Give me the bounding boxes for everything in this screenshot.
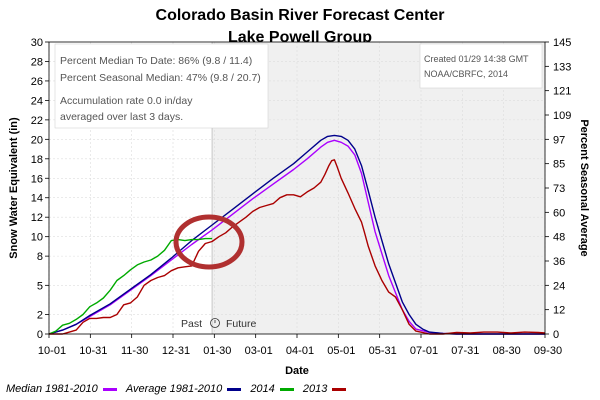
y2-tick-label: 48 <box>553 232 565 244</box>
info-median-to-date: Percent Median To Date: 86% (9.8 / 11.4) <box>60 55 252 67</box>
y-tick-label: 14 <box>31 193 43 205</box>
x-axis-label: Date <box>285 365 309 377</box>
clock-icon <box>210 318 220 328</box>
y2-tick-label: 0 <box>553 329 559 341</box>
x-tick-label: 04-01 <box>286 345 314 357</box>
y-tick-label: 20 <box>31 134 43 146</box>
y2-tick-label: 109 <box>553 110 571 122</box>
legend: Median 1981-2010 Average 1981-2010 2014 … <box>6 383 352 395</box>
past-label: Past <box>181 318 202 330</box>
created-timestamp: Created 01/29 14:38 GMT <box>424 54 529 64</box>
created-panel: Created 01/29 14:38 GMT NOAA/CBRFC, 2014 <box>419 43 543 89</box>
x-tick-label: 08-30 <box>493 345 521 357</box>
created-panel-box <box>419 43 543 89</box>
y2-tick-label: 85 <box>553 159 565 171</box>
y-axis-label-right: Percent Seasonal Average <box>578 119 590 256</box>
y2-tick-label: 121 <box>553 86 571 98</box>
y2-tick-label: 133 <box>553 61 571 73</box>
legend-item-2014: 2014 <box>250 383 294 395</box>
y2-tick-label: 60 <box>553 207 565 219</box>
y-tick-label: 10 <box>31 232 43 244</box>
y2-tick-label: 12 <box>553 305 565 317</box>
series-line-2014 <box>48 237 213 335</box>
y-tick-label: 30 <box>31 37 43 49</box>
y-tick-label: 16 <box>31 173 43 185</box>
y-tick-label: 28 <box>31 56 43 68</box>
series-line-average-1981-2010 <box>48 134 545 335</box>
info-seasonal-median: Percent Seasonal Median: 47% (9.8 / 20.7… <box>60 72 261 84</box>
y2-tick-label: 97 <box>553 134 565 146</box>
series-lines <box>48 134 546 335</box>
y-tick-label: 8 <box>37 251 43 263</box>
y-tick-label: 12 <box>31 212 43 224</box>
legend-label-2013: 2013 <box>302 383 328 395</box>
x-tick-label: 05-01 <box>327 345 355 357</box>
y2-tick-label: 24 <box>553 280 565 292</box>
y-tick-label: 5 <box>37 280 43 292</box>
chart-title: Colorado Basin River Forecast Center <box>156 7 445 24</box>
future-label: Future <box>226 318 257 330</box>
legend-swatch-2014 <box>279 387 294 391</box>
legend-swatch-average <box>227 387 242 391</box>
info-accumulation-window: averaged over last 3 days. <box>60 111 183 123</box>
x-tick-label: 07-01 <box>410 345 438 357</box>
x-tick-label: 03-01 <box>245 345 273 357</box>
x-tick-label: 10-31 <box>79 345 107 357</box>
x-tick-label: 10-01 <box>38 345 66 357</box>
x-tick-label: 09-30 <box>534 345 562 357</box>
info-accumulation-rate: Accumulation rate 0.0 in/day <box>60 95 193 107</box>
legend-label-median: Median 1981-2010 <box>6 383 98 395</box>
info-panel: Percent Median To Date: 86% (9.8 / 11.4)… <box>54 43 269 129</box>
legend-item-2013: 2013 <box>302 383 347 395</box>
legend-label-2014: 2014 <box>250 383 275 395</box>
y-tick-label: 0 <box>37 329 43 341</box>
legend-item-median: Median 1981-2010 <box>6 383 117 395</box>
y2-tick-label: 73 <box>553 183 565 195</box>
past-future-marker: Past Future <box>181 318 257 330</box>
created-source: NOAA/CBRFC, 2014 <box>424 69 508 79</box>
y2-tick-label: 145 <box>553 37 571 49</box>
legend-swatch-median <box>102 387 117 391</box>
y-tick-label: 2 <box>37 310 43 322</box>
legend-item-average: Average 1981-2010 <box>125 383 242 395</box>
highlight-circle <box>173 214 245 270</box>
axes: 0 2 5 8 10 12 14 16 18 20 22 24 26 28 30 0 12 24 36 48 60 73 8… <box>31 37 572 357</box>
y-axis-label-left: Snow Water Equivalent (in) <box>8 117 20 259</box>
x-tick-label: 11-30 <box>121 345 148 357</box>
x-tick-label: 05-31 <box>369 345 397 357</box>
x-tick-label: 12-31 <box>162 345 190 357</box>
info-panel-box <box>54 43 269 129</box>
y-tick-label: 18 <box>31 154 43 166</box>
legend-swatch-2013 <box>332 387 347 391</box>
series-line-2013 <box>49 159 546 335</box>
series-line-median-1981-2010 <box>48 139 545 335</box>
y-tick-label: 26 <box>31 76 43 88</box>
legend-label-average: Average 1981-2010 <box>125 383 223 395</box>
x-tick-label: 07-31 <box>451 345 479 357</box>
y2-tick-label: 36 <box>553 256 565 268</box>
x-tick-label: 01-30 <box>203 345 231 357</box>
y-tick-label: 24 <box>31 95 43 107</box>
y-tick-label: 22 <box>31 115 43 127</box>
